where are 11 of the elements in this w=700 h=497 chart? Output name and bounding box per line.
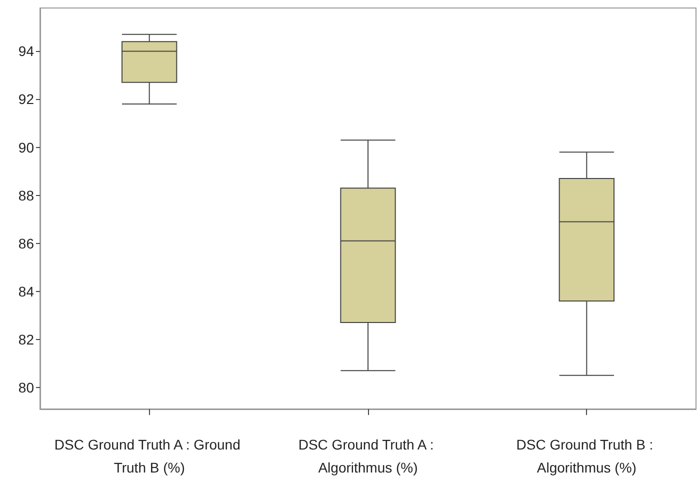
y-tick-label: 94 xyxy=(18,43,34,60)
x-tick-label: DSC Ground Truth B : Algorithmus (%) xyxy=(516,436,658,476)
x-tick-label: DSC Ground Truth A : Ground Truth B (%) xyxy=(54,436,244,476)
y-tick-label: 84 xyxy=(18,283,34,300)
y-tick-label: 92 xyxy=(18,91,34,108)
y-tick-label: 82 xyxy=(18,331,34,348)
x-tick-label: DSC Ground Truth A : Algorithmus (%) xyxy=(298,436,438,476)
y-tick-label: 88 xyxy=(18,187,34,204)
y-tick-label: 90 xyxy=(18,139,34,156)
y-tick-label: 86 xyxy=(18,235,34,252)
y-tick-label: 80 xyxy=(18,379,34,396)
